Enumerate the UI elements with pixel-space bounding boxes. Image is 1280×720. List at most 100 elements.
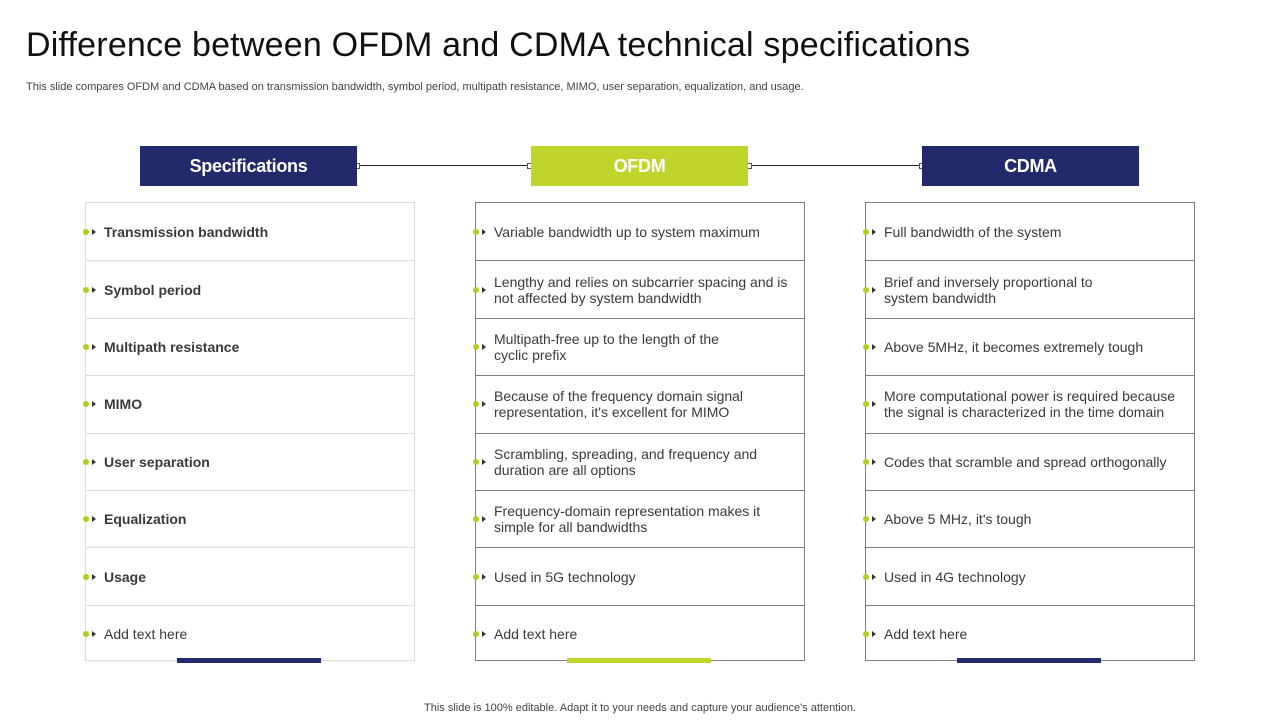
bullet-dot-icon — [863, 516, 869, 523]
ofdm-row: Frequency-domain representation makes it… — [473, 490, 804, 547]
arrow-right-icon — [872, 401, 876, 408]
cdma-row: Above 5MHz, it becomes extremely tough — [863, 317, 1194, 375]
spec-label: Equalization — [104, 511, 187, 528]
ofdm-text: Multipath-free up to the length of the c… — [494, 330, 719, 363]
spec-row: Transmission bandwidth — [83, 203, 414, 260]
cdma-row: Add text here — [863, 604, 1194, 662]
spec-label: Transmission bandwidth — [104, 223, 269, 240]
ofdm-row: Variable bandwidth up to system maximum — [473, 203, 804, 260]
arrow-right-icon — [872, 458, 876, 465]
ofdm-row: Scrambling, spreading, and frequency and… — [473, 432, 804, 490]
arrow-right-icon — [482, 401, 486, 408]
ofdm-row: Multipath-free up to the length of the c… — [473, 317, 804, 375]
arrow-right-icon — [872, 573, 876, 580]
bullet-dot-icon — [473, 343, 479, 350]
spec-label: Usage — [104, 568, 147, 585]
ofdm-text: Scrambling, spreading, and frequency and… — [494, 445, 758, 478]
bullet-dot-icon — [83, 458, 89, 465]
spec-row: Usage — [83, 547, 414, 604]
spec-row: User separation — [83, 432, 414, 490]
specifications-column: Transmission bandwidth Symbol period Mul… — [83, 202, 415, 662]
arrow-right-icon — [92, 630, 96, 637]
bullet-dot-icon — [473, 228, 479, 235]
cdma-text: Full bandwidth of the system — [884, 223, 1062, 240]
spec-row: Multipath resistance — [83, 317, 414, 375]
arrow-right-icon — [482, 343, 486, 350]
bullet-dot-icon — [473, 573, 479, 580]
cdma-row: Full bandwidth of the system — [863, 203, 1194, 260]
bullet-dot-icon — [473, 516, 479, 523]
cdma-row: Codes that scramble and spread orthogona… — [863, 432, 1194, 490]
ofdm-text: Variable bandwidth up to system maximum — [494, 223, 760, 240]
bullet-dot-icon — [863, 401, 869, 408]
spec-label: Multipath resistance — [104, 338, 240, 355]
bullet-dot-icon — [473, 458, 479, 465]
ofdm-text: Lengthy and relies on subcarrier spacing… — [494, 273, 788, 306]
ofdm-text: Because of the frequency domain signal r… — [494, 388, 744, 421]
cdma-row: Above 5 MHz, it's tough — [863, 490, 1194, 547]
bullet-dot-icon — [83, 343, 89, 350]
cdma-row: Used in 4G technology — [863, 547, 1194, 604]
arrow-right-icon — [92, 458, 96, 465]
bullet-dot-icon — [473, 401, 479, 408]
bullet-dot-icon — [863, 343, 869, 350]
arrow-right-icon — [482, 286, 486, 293]
bullet-dot-icon — [863, 458, 869, 465]
cdma-text: Add text here — [884, 625, 968, 642]
spec-label: MIMO — [104, 396, 143, 413]
cdma-text: Used in 4G technology — [884, 568, 1026, 585]
arrow-right-icon — [482, 630, 486, 637]
bullet-dot-icon — [863, 630, 869, 637]
arrow-right-icon — [482, 573, 486, 580]
bullet-dot-icon — [83, 286, 89, 293]
ofdm-column: Variable bandwidth up to system maximum … — [473, 202, 805, 662]
bullet-dot-icon — [83, 228, 89, 235]
bullet-dot-icon — [863, 286, 869, 293]
bullet-dot-icon — [473, 630, 479, 637]
bullet-dot-icon — [83, 630, 89, 637]
spec-row: Add text here — [83, 604, 414, 662]
header-specifications: Specifications — [140, 146, 357, 186]
bullet-dot-icon — [863, 228, 869, 235]
slide-subtitle: This slide compares OFDM and CDMA based … — [26, 81, 804, 93]
header-cdma: CDMA — [922, 146, 1139, 186]
arrow-right-icon — [872, 343, 876, 350]
cdma-accent-bar — [957, 658, 1101, 663]
arrow-right-icon — [482, 516, 486, 523]
cdma-text: Codes that scramble and spread orthogona… — [884, 453, 1167, 470]
ofdm-accent-bar — [567, 658, 711, 663]
cdma-column: Full bandwidth of the system Brief and i… — [863, 202, 1195, 662]
bullet-dot-icon — [83, 573, 89, 580]
arrow-right-icon — [872, 630, 876, 637]
arrow-right-icon — [92, 401, 96, 408]
cdma-row: More computational power is required bec… — [863, 375, 1194, 432]
arrow-right-icon — [92, 286, 96, 293]
arrow-right-icon — [872, 286, 876, 293]
bullet-dot-icon — [863, 573, 869, 580]
ofdm-text: Frequency-domain representation makes it… — [494, 503, 761, 536]
spec-row: MIMO — [83, 375, 414, 432]
specifications-accent-bar — [177, 658, 321, 663]
arrow-right-icon — [872, 516, 876, 523]
cdma-text: More computational power is required bec… — [884, 388, 1176, 421]
bullet-dot-icon — [83, 401, 89, 408]
cdma-text: Above 5MHz, it becomes extremely tough — [884, 338, 1144, 355]
ofdm-text: Add text here — [494, 625, 578, 642]
ofdm-text: Used in 5G technology — [494, 568, 636, 585]
spec-label: User separation — [104, 453, 210, 470]
arrow-right-icon — [92, 343, 96, 350]
arrow-right-icon — [92, 516, 96, 523]
bullet-dot-icon — [473, 286, 479, 293]
ofdm-row: Used in 5G technology — [473, 547, 804, 604]
ofdm-row: Lengthy and relies on subcarrier spacing… — [473, 260, 804, 317]
arrow-right-icon — [92, 573, 96, 580]
spec-row: Equalization — [83, 490, 414, 547]
bullet-dot-icon — [83, 516, 89, 523]
ofdm-row: Add text here — [473, 604, 804, 662]
connector-line-1 — [357, 165, 531, 166]
ofdm-row: Because of the frequency domain signal r… — [473, 375, 804, 432]
cdma-text: Above 5 MHz, it's tough — [884, 511, 1032, 528]
arrow-right-icon — [92, 228, 96, 235]
arrow-right-icon — [482, 228, 486, 235]
arrow-right-icon — [482, 458, 486, 465]
